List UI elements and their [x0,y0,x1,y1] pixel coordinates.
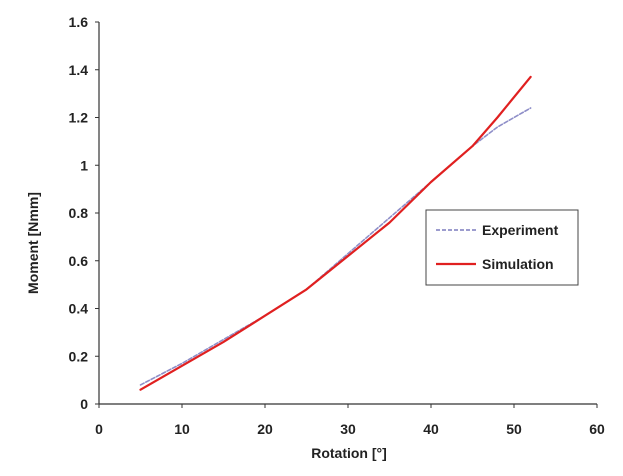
y-tick-label: 0.6 [69,253,89,269]
x-tick-label: 20 [257,421,273,437]
y-tick-label: 0 [80,396,88,412]
y-tick-label: 0.4 [69,301,89,317]
series-line-experiment [139,107,532,386]
legend-box [425,209,579,286]
x-axis-title: Rotation [°] [311,445,387,461]
y-tick-label: 1.6 [69,14,89,30]
y-tick-label: 0.8 [69,205,89,221]
x-tick-label: 0 [95,421,103,437]
plot-area: 0 0.2 0.4 0.6 0.8 1 1.2 1.4 1.6 0 10 20 30 40 50 60 [69,14,605,437]
legend-label-simulation: Simulation [482,256,554,272]
y-tick-label: 1.4 [69,62,89,78]
series-line-simulation [139,75,532,391]
legend: Experiment Simulation [425,209,579,286]
x-tick-label: 30 [340,421,356,437]
x-tick-label: 10 [174,421,190,437]
y-tick-label: 1 [80,157,88,173]
y-tick-label: 1.2 [69,110,89,126]
x-tick-label: 60 [589,421,605,437]
x-tick-label: 50 [506,421,522,437]
legend-label-experiment: Experiment [482,222,559,238]
x-tick-label: 40 [423,421,439,437]
y-tick-label: 0.2 [69,348,89,364]
y-axis-title: Moment [Nmm] [25,192,41,294]
